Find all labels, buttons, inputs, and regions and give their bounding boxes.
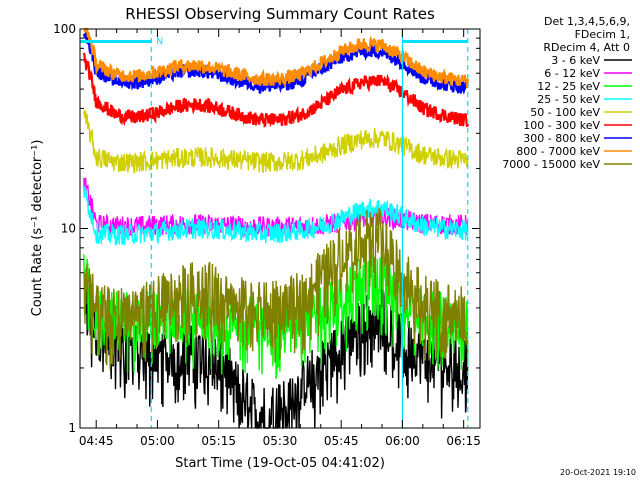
legend-header-line-2: RDecim 4, Att 0	[543, 41, 630, 54]
legend-label-5: 100 - 300 keV	[523, 119, 600, 132]
legend: Det 1,3,4,5,6,9,FDecim 1,RDecim 4, Att 0…	[502, 15, 632, 171]
flag-label-0: N	[156, 37, 163, 47]
series-5-trace	[82, 52, 469, 128]
series-7-trace	[83, 27, 469, 88]
legend-label-6: 300 - 800 keV	[523, 132, 600, 145]
flag-bar-1	[402, 40, 468, 43]
x-tick-label-1: 05:00	[140, 434, 175, 448]
legend-header-line-0: Det 1,3,4,5,6,9,	[544, 15, 630, 28]
legend-label-3: 25 - 50 keV	[537, 93, 600, 106]
x-tick-label-4: 05:45	[324, 434, 359, 448]
x-tick-label-2: 05:15	[201, 434, 236, 448]
plot-data-layer: N	[80, 27, 469, 429]
x-axis-label: Start Time (19-Oct-05 04:41:02)	[175, 456, 385, 471]
legend-label-2: 12 - 25 keV	[537, 80, 600, 93]
y-tick-label-2: 100	[53, 22, 76, 36]
series-0-trace	[83, 283, 469, 429]
y-tick-label-0: 1	[68, 421, 76, 435]
legend-label-4: 50 - 100 keV	[530, 106, 600, 119]
series-3-trace	[83, 184, 469, 246]
x-tick-label-5: 06:00	[385, 434, 420, 448]
x-tick-label-6: 06:15	[446, 434, 481, 448]
flag-bar-0	[80, 40, 152, 43]
series-4-trace	[83, 109, 469, 174]
chart-title: RHESSI Observing Summary Count Rates	[125, 5, 435, 23]
x-tick-label-0: 04:45	[79, 434, 114, 448]
generation-timestamp: 20-Oct-2021 19:10	[560, 468, 636, 477]
legend-header-line-1: FDecim 1,	[575, 28, 630, 41]
series-6-trace	[82, 29, 469, 95]
plot-axes-layer: 1 10 100 04:45 05:00 05:15 05:30 05:45 06:00 06:1…	[53, 22, 481, 448]
series-8-trace	[83, 207, 469, 370]
legend-label-1: 6 - 12 keV	[544, 67, 600, 80]
legend-label-8: 7000 - 15000 keV	[502, 158, 600, 171]
y-tick-label-1: 10	[61, 222, 76, 236]
y-axis-label: Count Rate (s⁻¹ detector⁻¹)	[30, 140, 45, 317]
x-tick-label-3: 05:30	[263, 434, 298, 448]
legend-label-7: 800 - 7000 keV	[516, 145, 600, 158]
legend-label-0: 3 - 6 keV	[551, 54, 600, 67]
